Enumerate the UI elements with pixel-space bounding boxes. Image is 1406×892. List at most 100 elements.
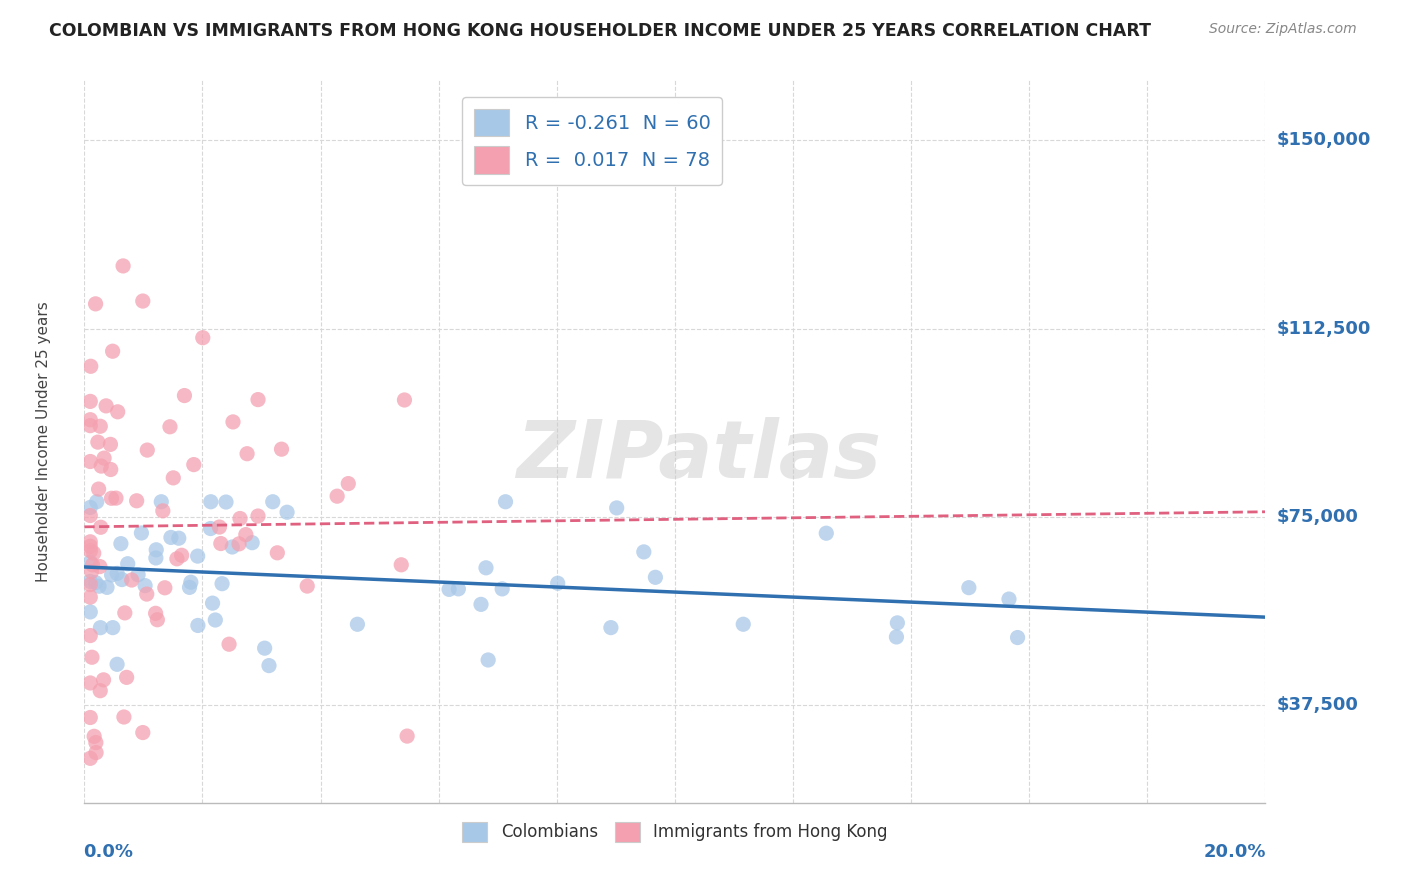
Point <box>180 575 202 590</box>
Point <box>84 746 107 760</box>
Point <box>79 418 101 433</box>
Point <box>477 653 499 667</box>
Point <box>80 565 103 579</box>
Point <box>209 536 232 550</box>
Point <box>297 579 319 593</box>
Text: ZIPatlas: ZIPatlas <box>516 417 882 495</box>
Point <box>187 618 209 632</box>
Point <box>79 710 101 724</box>
Point <box>162 471 184 485</box>
Point <box>236 447 259 461</box>
Point <box>145 607 167 621</box>
Point <box>121 573 143 587</box>
Point <box>337 476 360 491</box>
Point <box>79 628 101 642</box>
Point <box>240 535 263 549</box>
Point <box>644 570 666 584</box>
Point <box>145 542 167 557</box>
Point <box>145 551 167 566</box>
Point <box>86 494 108 508</box>
Point <box>87 435 110 450</box>
Point <box>270 442 292 457</box>
Point <box>160 531 183 545</box>
Point <box>79 394 101 409</box>
Point <box>105 566 128 581</box>
Point <box>228 537 250 551</box>
Point <box>80 359 103 374</box>
Point <box>633 545 655 559</box>
Point <box>84 735 107 749</box>
Point <box>110 536 132 550</box>
Point <box>79 574 101 589</box>
Point <box>132 293 155 308</box>
Point <box>135 587 157 601</box>
Point <box>82 558 104 572</box>
Point <box>998 592 1021 607</box>
Point <box>394 392 416 407</box>
Point <box>495 494 517 508</box>
Point <box>101 344 124 359</box>
Text: 0.0%: 0.0% <box>83 843 134 861</box>
Point <box>208 520 231 534</box>
Point <box>79 555 101 569</box>
Point <box>547 576 569 591</box>
Point <box>346 617 368 632</box>
Point <box>131 526 153 541</box>
Point <box>79 751 101 765</box>
Point <box>179 580 201 594</box>
Point <box>257 658 280 673</box>
Point <box>111 573 134 587</box>
Point <box>166 551 188 566</box>
Point <box>221 540 243 554</box>
Text: $150,000: $150,000 <box>1277 131 1371 150</box>
Point <box>229 511 252 525</box>
Point <box>276 505 298 519</box>
Text: Source: ZipAtlas.com: Source: ZipAtlas.com <box>1209 22 1357 37</box>
Point <box>89 559 111 574</box>
Point <box>90 459 112 474</box>
Point <box>167 531 190 545</box>
Point <box>112 710 135 724</box>
Point <box>599 621 621 635</box>
Point <box>470 598 492 612</box>
Point <box>200 522 222 536</box>
Point <box>150 494 173 508</box>
Point <box>79 539 101 553</box>
Point <box>89 419 111 434</box>
Point <box>218 637 240 651</box>
Point <box>79 500 101 515</box>
Point <box>170 549 193 563</box>
Point <box>246 509 269 524</box>
Text: $112,500: $112,500 <box>1277 319 1371 338</box>
Point <box>1007 631 1029 645</box>
Point <box>146 613 169 627</box>
Point <box>211 576 233 591</box>
Text: COLOMBIAN VS IMMIGRANTS FROM HONG KONG HOUSEHOLDER INCOME UNDER 25 YEARS CORRELA: COLOMBIAN VS IMMIGRANTS FROM HONG KONG H… <box>49 22 1152 40</box>
Point <box>87 482 110 496</box>
Point <box>114 606 136 620</box>
Point <box>83 729 105 743</box>
Point <box>84 575 107 590</box>
Point <box>134 579 156 593</box>
Point <box>112 259 135 273</box>
Point <box>79 508 101 523</box>
Text: 20.0%: 20.0% <box>1204 843 1267 861</box>
Point <box>132 725 155 739</box>
Point <box>247 392 270 407</box>
Point <box>886 615 908 630</box>
Point <box>222 415 245 429</box>
Point <box>491 582 513 596</box>
Point <box>173 388 195 402</box>
Point <box>79 413 101 427</box>
Point <box>215 495 238 509</box>
Point <box>159 419 181 434</box>
Point <box>79 605 101 619</box>
Point <box>107 405 129 419</box>
Point <box>80 650 103 665</box>
Point <box>204 613 226 627</box>
Point <box>96 580 118 594</box>
Point <box>89 579 111 593</box>
Point <box>136 443 159 458</box>
Point <box>89 683 111 698</box>
Point <box>94 399 117 413</box>
